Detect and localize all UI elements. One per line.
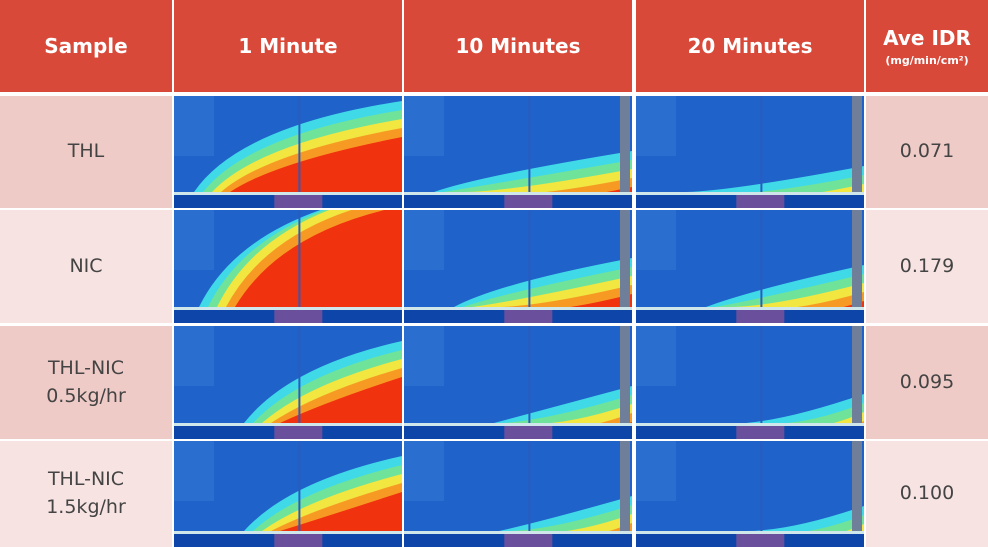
sample-label: THL-NIC [48, 466, 124, 494]
image-part [636, 441, 676, 501]
image-part [636, 96, 676, 156]
image-part [620, 441, 630, 533]
sample-label: THL [68, 138, 104, 166]
image-part [404, 326, 444, 386]
image-part [736, 426, 784, 439]
image-part [636, 326, 676, 386]
image-part [274, 195, 322, 208]
header-cell: 1 Minute [174, 0, 402, 92]
idr-value: 0.100 [900, 480, 954, 508]
image-part [620, 96, 630, 194]
image-part [174, 192, 402, 195]
image-part [504, 310, 552, 323]
image-part [636, 210, 676, 270]
idr-cell: 0.095 [866, 326, 988, 439]
dissolution-image [404, 326, 632, 439]
image-part [852, 326, 862, 425]
image-part [504, 426, 552, 439]
image-part [174, 441, 214, 501]
image-part [636, 531, 864, 534]
image-part [852, 210, 862, 309]
image-part [274, 426, 322, 439]
image-part [852, 96, 862, 194]
image-part [736, 310, 784, 323]
dissolution-image [636, 210, 864, 323]
header-unit: (mg/min/cm²) [885, 54, 968, 67]
dissolution-image [404, 96, 632, 208]
image-part [736, 195, 784, 208]
sample-label: 1.5kg/hr [46, 494, 126, 522]
header-text: Sample [44, 34, 127, 58]
image-part [274, 534, 322, 547]
image-part [174, 423, 402, 426]
dissolution-image [174, 441, 402, 547]
header-cell: 10 Minutes [404, 0, 632, 92]
dissolution-image [174, 210, 402, 323]
image-part [174, 96, 214, 156]
idr-cell: 0.071 [866, 96, 988, 208]
image-part [404, 307, 632, 310]
idr-cell: 0.100 [866, 441, 988, 547]
image-part [174, 326, 214, 386]
sample-label: THL-NIC [48, 355, 124, 383]
idr-cell: 0.179 [866, 210, 988, 323]
image-part [174, 307, 402, 310]
sample-label: NIC [69, 253, 102, 281]
table-slide: Sample 1 Minute 10 Minutes 20 Minutes Ave ID… [0, 0, 988, 547]
image-part [274, 310, 322, 323]
image-part [636, 423, 864, 426]
image-part [404, 441, 444, 501]
image-part [174, 531, 402, 534]
dissolution-image [636, 326, 864, 439]
header-text: 1 Minute [238, 34, 337, 58]
image-part [404, 531, 632, 534]
image-part [404, 192, 632, 195]
dissolution-image [174, 326, 402, 439]
idr-value: 0.179 [900, 253, 954, 281]
image-part [636, 192, 864, 195]
image-part [174, 210, 214, 270]
image-part [504, 534, 552, 547]
dissolution-image [636, 96, 864, 208]
header-cell: Sample [0, 0, 172, 92]
dissolution-image [404, 210, 632, 323]
image-part [852, 441, 862, 533]
sample-cell: NIC [0, 210, 172, 323]
sample-cell: THL [0, 96, 172, 208]
image-part [404, 423, 632, 426]
idr-value: 0.071 [900, 138, 954, 166]
header-cell: 20 Minutes [636, 0, 864, 92]
header-text: Ave IDR [883, 26, 971, 50]
image-part [404, 96, 444, 156]
image-part [736, 534, 784, 547]
image-part [504, 195, 552, 208]
dissolution-image [174, 96, 402, 208]
header-cell: Ave IDR (mg/min/cm²) [866, 0, 988, 92]
image-part [620, 326, 630, 425]
header-text: 10 Minutes [455, 34, 580, 58]
dissolution-image [636, 441, 864, 547]
header-text: 20 Minutes [687, 34, 812, 58]
idr-value: 0.095 [900, 369, 954, 397]
image-part [636, 307, 864, 310]
image-part [404, 210, 444, 270]
dissolution-image [404, 441, 632, 547]
image-part [620, 210, 630, 309]
sample-label: 0.5kg/hr [46, 383, 126, 411]
